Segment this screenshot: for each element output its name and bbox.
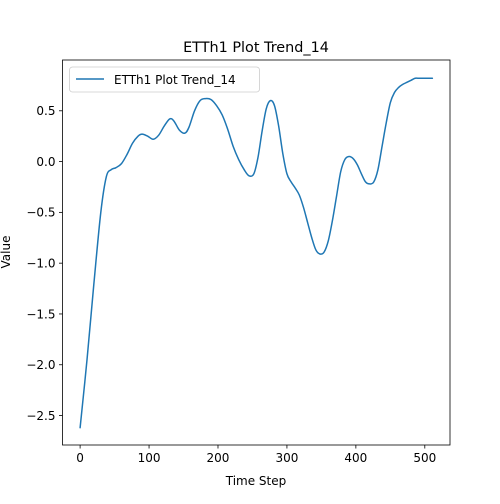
legend-box [69, 66, 260, 93]
x-tick-label: 300 [275, 451, 298, 465]
x-tick-label: 500 [413, 451, 436, 465]
x-tick-label: 100 [138, 451, 161, 465]
legend-label: ETTh1 Plot Trend_14 [114, 73, 236, 87]
y-tick-label: −2.0 [26, 358, 55, 372]
y-tick-label: −0.5 [26, 206, 55, 220]
plot-area [79, 77, 434, 429]
x-axis-title: Time Step [225, 474, 287, 488]
axis-ticks: 0 100 200 300 400 500 −2.5 −2.0 −1.5 −1.0 −0.5 0.0 0… [26, 104, 436, 465]
plot-frame [62, 59, 451, 446]
y-tick-label: 0.5 [36, 104, 55, 118]
y-tick-label: 0.0 [36, 155, 55, 169]
y-tick-label: −1.0 [26, 256, 55, 270]
x-tick-label: 200 [207, 451, 230, 465]
y-tick-label: −1.5 [26, 307, 55, 321]
chart-title: ETTh1 Plot Trend_14 [183, 40, 329, 56]
x-tick-label: 400 [344, 451, 367, 465]
y-axis-title: Value [0, 236, 13, 269]
legend: ETTh1 Plot Trend_14 [69, 66, 260, 93]
y-tick-label: −2.5 [26, 409, 55, 423]
x-tick-label: 0 [76, 451, 84, 465]
series-line-0 [79, 77, 434, 429]
